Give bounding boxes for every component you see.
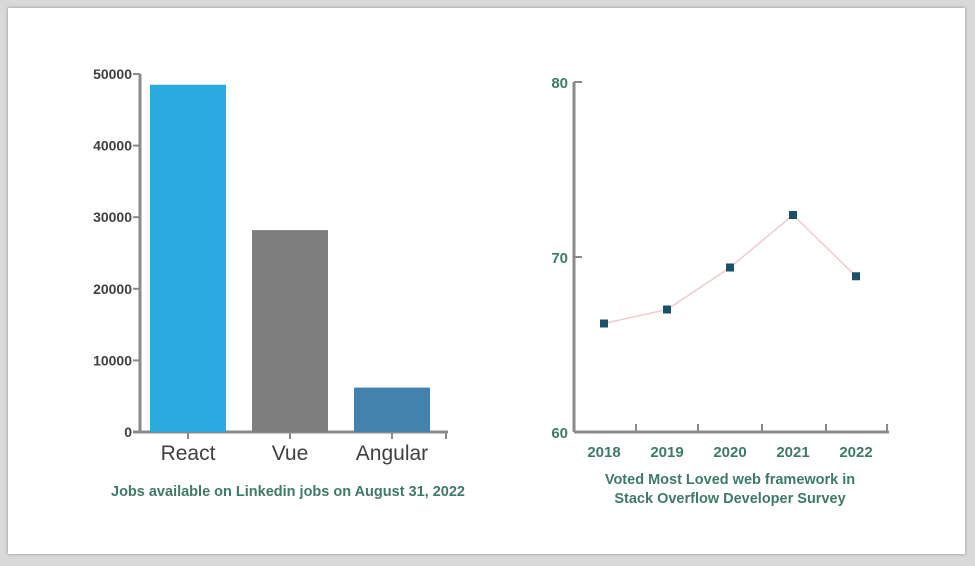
line-x-tick-label: 2020 — [713, 444, 746, 461]
bar-x-tick-label: React — [161, 442, 216, 465]
line-x-tick-label: 2019 — [650, 444, 683, 461]
line-chart-caption-line-2: Stack Overflow Developer Survey — [614, 491, 846, 507]
line-x-tick-label: 2021 — [776, 444, 809, 461]
line-point-2022 — [852, 272, 860, 281]
bar-y-tick-label: 20000 — [93, 281, 132, 297]
bar-angular — [354, 387, 430, 432]
line-point-2021 — [789, 211, 797, 219]
bar-x-tick-label: Angular — [356, 442, 428, 465]
bar-react — [150, 84, 226, 433]
line-y-tick-label: 60 — [551, 425, 568, 442]
line-chart-caption-line-1: Voted Most Loved web framework in — [604, 472, 856, 488]
line-point-2018 — [600, 319, 608, 328]
line-x-tick-label: 2022 — [839, 444, 872, 461]
bar-y-tick-label: 10000 — [93, 352, 132, 368]
bar-x-tick-label: Vue — [272, 442, 309, 465]
line-y-tick-label: 80 — [551, 75, 568, 92]
line-y-tick-label: 70 — [551, 250, 568, 267]
bar-y-tick-label: 0 — [124, 424, 132, 440]
bar-y-tick-label: 50000 — [93, 66, 132, 82]
line-chart-caption: Voted Most Loved web framework in Stack … — [560, 471, 900, 509]
line-x-tick-label: 2018 — [587, 444, 620, 461]
line-point-2019 — [663, 305, 671, 314]
bar-y-tick-label: 40000 — [93, 138, 132, 154]
bar-y-tick-label: 30000 — [93, 209, 132, 225]
bar-chart-caption: Jobs available on Linkedin jobs on Augus… — [111, 484, 465, 500]
line-point-2020 — [726, 263, 734, 272]
bar-vue — [252, 230, 328, 432]
